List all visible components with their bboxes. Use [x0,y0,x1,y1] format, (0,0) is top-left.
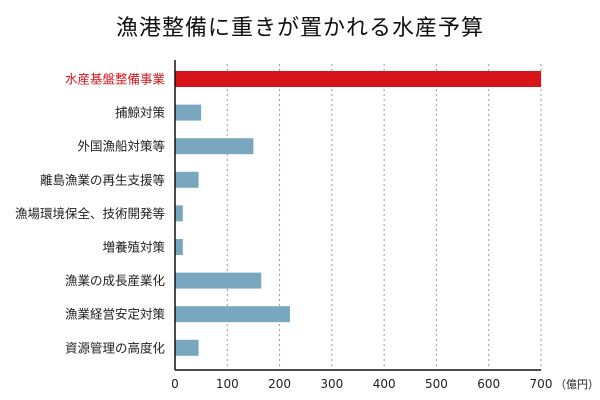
category-label-4: 漁場環境保全、技術開発等 [15,206,165,221]
bar-8 [175,339,199,356]
category-label-1: 捕鯨対策 [115,105,166,120]
bar-0 [175,71,541,87]
x-tick-label-6: 600 [477,377,500,391]
x-tick-label-5: 500 [425,377,448,391]
x-unit-label: （億円） [555,378,599,391]
bar-4 [175,205,183,222]
category-label-2: 外国漁船対策等 [77,139,165,154]
bar-6 [175,272,262,289]
bar-2 [175,138,254,155]
bar-7 [175,306,291,323]
x-tick-label-3: 300 [320,377,343,391]
x-tick-label-2: 200 [268,377,291,391]
bar-5 [175,239,183,255]
category-label-6: 漁業の成長産業化 [65,273,166,288]
x-tick-label-0: 0 [171,377,179,391]
x-tick-label-1: 100 [216,377,239,391]
category-label-5: 増養殖対策 [102,240,165,255]
x-tick-label-4: 400 [373,377,396,391]
category-label-7: 漁業経営安定対策 [65,307,166,322]
category-label-8: 資源管理の高度化 [65,340,166,355]
category-label-3: 離島漁業の再生支援等 [40,172,165,187]
chart-title: 漁港整備に重きが置かれる水産予算 [115,16,484,41]
category-label-0: 水産基盤整備事業 [65,72,166,87]
bar-1 [175,104,202,121]
x-tick-label-7: 700 [530,377,553,391]
bar-3 [175,171,199,188]
